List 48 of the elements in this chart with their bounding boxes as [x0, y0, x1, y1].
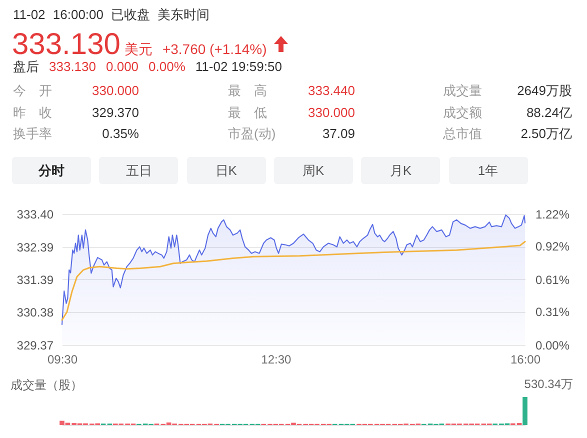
text: 2.50万亿 [520, 126, 572, 142]
text: 昨 收 [13, 104, 52, 120]
text: 0.000 [106, 59, 139, 75]
text: 329.370 [92, 104, 139, 120]
text: 市盈(动) [228, 126, 276, 142]
x-tick-label: 09:30 [47, 352, 78, 366]
tab-button: 月K [361, 157, 440, 184]
tab-button: 周K [274, 157, 353, 184]
tab-button: 分时 [12, 157, 91, 184]
y-tick-label: 331.39 [16, 272, 54, 287]
text: 2649万股 [517, 83, 572, 99]
y-tick-label: 333.40 [16, 208, 54, 222]
text: 换手率 [13, 126, 52, 142]
text: 最 高 [228, 83, 267, 99]
y2-tick-label: 0.61% [536, 273, 570, 287]
text: 11-02 19:59:50 [195, 59, 282, 75]
y-tick-label: 332.39 [16, 240, 54, 254]
tab-button: 五日 [99, 157, 178, 184]
text: 总市值 [443, 126, 482, 142]
text: 美元 [124, 41, 152, 59]
bar [522, 397, 528, 425]
text: 盘后 [13, 59, 39, 75]
y2-tick-label: 0.31% [536, 305, 570, 320]
text: 今 开 [13, 83, 52, 99]
text: 11-02 16:00:00 已收盘 美东时间 [13, 7, 210, 23]
text: 0.00% [148, 59, 186, 75]
text: 0.35% [102, 126, 139, 142]
text: 成交量 [443, 83, 482, 99]
line-series [61, 240, 526, 321]
y2-tick-label: 0.00% [536, 338, 570, 352]
y-tick-label: 329.37 [16, 338, 54, 352]
text: 333.130 [49, 59, 96, 75]
text: 88.24亿 [526, 104, 572, 120]
text: 成交额 [443, 104, 482, 120]
tab-button: 1年 [448, 157, 528, 184]
text: 最 低 [228, 104, 267, 120]
text: 333.130 [12, 28, 120, 61]
y-tick-label: 330.38 [16, 306, 54, 320]
text: +3.760 (+1.14%) [162, 41, 267, 57]
text: 330.000 [92, 83, 139, 99]
x-tick-label: 16:00 [510, 352, 541, 366]
text: 330.000 [308, 104, 355, 120]
y2-tick-label: 0.92% [536, 240, 570, 254]
y2-tick-label: 1.22% [536, 208, 570, 222]
tab-button: 日K [186, 157, 266, 184]
text: 37.09 [322, 126, 355, 142]
text: 333.440 [308, 83, 355, 99]
x-tick-label: 12:30 [261, 352, 292, 366]
